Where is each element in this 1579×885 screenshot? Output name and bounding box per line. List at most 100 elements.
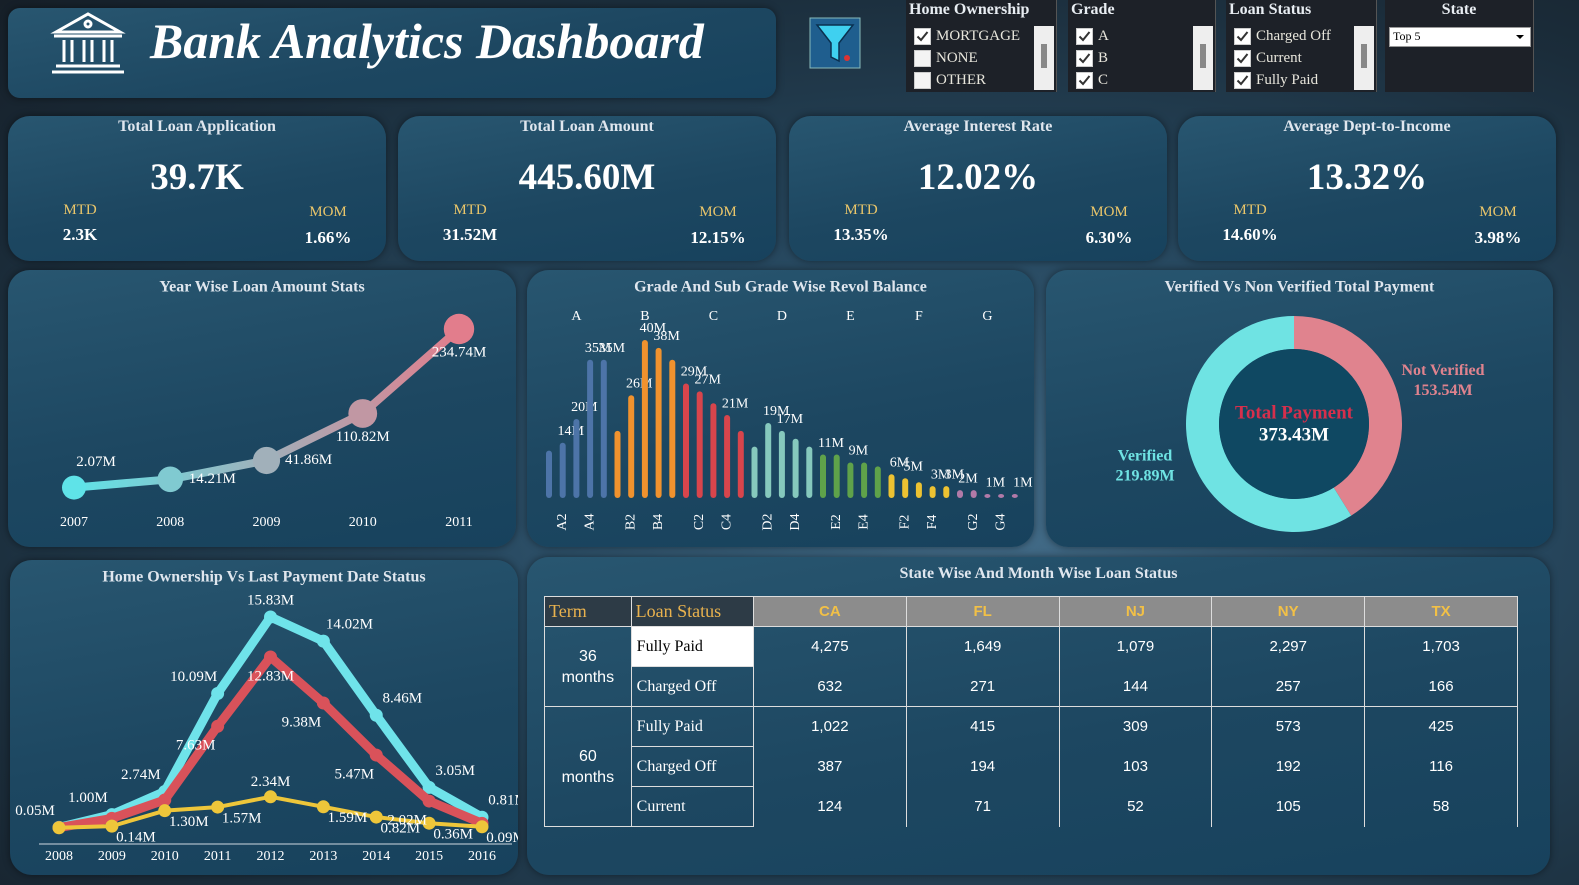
checkbox[interactable] — [1076, 28, 1093, 45]
kpi-card: Average Interest Rate 12.02% MTD 13.35% MOM 6… — [789, 116, 1167, 261]
kpi-value: 39.7K — [150, 157, 244, 198]
slicer-option[interactable]: NONE — [914, 50, 1030, 68]
checkbox[interactable] — [1076, 50, 1093, 67]
x-tick-label: 2008 — [45, 849, 73, 864]
chart-panel: Verified Vs Non Verified Total Payment No… — [1046, 270, 1553, 547]
data-label: 0.81M — [488, 793, 518, 809]
data-label: 26M — [626, 377, 653, 392]
chart-title: Year Wise Loan Amount Stats — [159, 279, 364, 296]
data-label: 15.83M — [247, 592, 294, 608]
data-label: 1M — [1013, 475, 1033, 490]
checkbox-box — [1076, 50, 1093, 67]
point — [62, 475, 86, 500]
checkbox-box — [914, 28, 931, 45]
slicer-title: Loan Status — [1229, 1, 1312, 18]
checkbox-box — [1076, 72, 1093, 89]
value-cell: 387 — [752, 746, 907, 787]
data-label: 6M — [890, 456, 910, 471]
data-label: 2M — [958, 471, 978, 486]
kpi-mtd-value: 31.52M — [442, 225, 498, 244]
bar — [888, 474, 895, 498]
checkbox[interactable] — [1076, 72, 1093, 89]
dropdown-arrow[interactable] — [1511, 29, 1529, 45]
slicer-option[interactable]: A — [1076, 28, 1189, 46]
x-tick-label: 2009 — [253, 515, 281, 530]
group-label: A — [571, 309, 582, 324]
bar — [970, 490, 977, 498]
kpi-mom-label: MOM — [699, 204, 737, 220]
chart: Year Wise Loan Amount Stats 2007 2008 2009 2… — [60, 279, 487, 531]
value-cell: 1,649 — [905, 626, 1060, 667]
bar — [984, 494, 991, 498]
value-cell: 271 — [905, 666, 1060, 707]
kpi-mtd-value: 2.3K — [62, 225, 98, 244]
table: Term Loan Status CA FL NJ NY TX 36 months Fully … — [544, 596, 1518, 827]
x-tick-label: 2013 — [309, 849, 337, 864]
bar — [628, 395, 635, 498]
checkbox[interactable] — [1234, 28, 1251, 45]
data-label: 10.09M — [170, 669, 217, 685]
x-tick-label: G2 — [966, 513, 981, 530]
slicer-option[interactable]: Current — [1234, 50, 1350, 68]
slicer: Grade A B C — [1068, 0, 1216, 92]
value-cell: 4,275 — [752, 626, 907, 667]
data-label: 1.59M — [328, 810, 368, 826]
data-label: 41.86M — [285, 452, 332, 468]
kpi-mom-value: 3.98% — [1474, 228, 1522, 247]
bar — [614, 430, 621, 498]
dropdown-value: Top 5 — [1393, 29, 1421, 43]
checkbox[interactable] — [1234, 72, 1251, 89]
kpi-mtd-label: MTD — [63, 202, 97, 218]
point — [211, 800, 225, 814]
x-tick-label: 2016 — [468, 849, 496, 864]
bar — [943, 486, 950, 498]
x-tick-label: 2015 — [415, 849, 443, 864]
slicer-option[interactable]: B — [1076, 50, 1189, 68]
checkbox[interactable] — [914, 50, 931, 67]
chart-title: Verified Vs Non Verified Total Payment — [1165, 279, 1435, 296]
dashboard-title: Bank Analytics Dashboard — [150, 13, 704, 69]
bar — [696, 391, 703, 498]
value-cell: 166 — [1364, 666, 1518, 707]
value-cell: 144 — [1058, 666, 1213, 707]
checkbox[interactable] — [914, 72, 931, 89]
checkbox[interactable] — [914, 28, 931, 45]
x-tick-label: E2 — [829, 514, 844, 530]
chart: Verified Vs Non Verified Total Payment No… — [1115, 279, 1485, 532]
kpi-mom-value: 6.30% — [1085, 228, 1133, 247]
checkbox[interactable] — [1234, 50, 1251, 67]
data-label: 3M — [931, 467, 951, 482]
data-label: 1M — [986, 475, 1006, 490]
table-title: State Wise And Month Wise Loan Status — [899, 565, 1178, 582]
slice — [1186, 316, 1352, 532]
value-cell: 1,079 — [1058, 626, 1213, 667]
chart: Grade And Sub Grade Wise Revol Balance A A… — [546, 279, 1033, 531]
bar — [710, 403, 717, 498]
bar — [765, 422, 772, 498]
slicer-option[interactable]: Charged Off — [1234, 28, 1350, 46]
data-label: 234.74M — [432, 344, 487, 360]
slicer-option[interactable]: MORTGAGE — [914, 28, 1030, 46]
data-label: 1.30M — [169, 814, 209, 830]
scroll-thumb — [1041, 44, 1047, 68]
filter-button[interactable] — [809, 17, 861, 69]
x-tick-label: F4 — [925, 515, 940, 530]
option-label: C — [1098, 72, 1109, 88]
table-panel: State Wise And Month Wise Loan Status Ter… — [527, 557, 1550, 875]
check-mark — [1078, 31, 1091, 42]
bar — [833, 454, 840, 498]
scrollbar — [1354, 26, 1374, 90]
value-cell: 194 — [905, 746, 1060, 787]
slicer-option[interactable]: OTHER — [914, 72, 1030, 90]
slicer-option[interactable]: Fully Paid — [1234, 72, 1350, 90]
kpi-mom-value: 1.66% — [304, 228, 352, 247]
x-tick-label: C4 — [719, 514, 734, 530]
slicer-option[interactable]: C — [1076, 72, 1189, 90]
kpi-value: 12.02% — [917, 157, 1039, 198]
dropdown[interactable]: Top 5 — [1389, 27, 1531, 47]
checkbox-box — [1076, 28, 1093, 45]
value-cell: 1,703 — [1364, 626, 1518, 667]
kpi-mtd-label: MTD — [1233, 202, 1267, 218]
data-label: 0.05M — [15, 803, 55, 819]
